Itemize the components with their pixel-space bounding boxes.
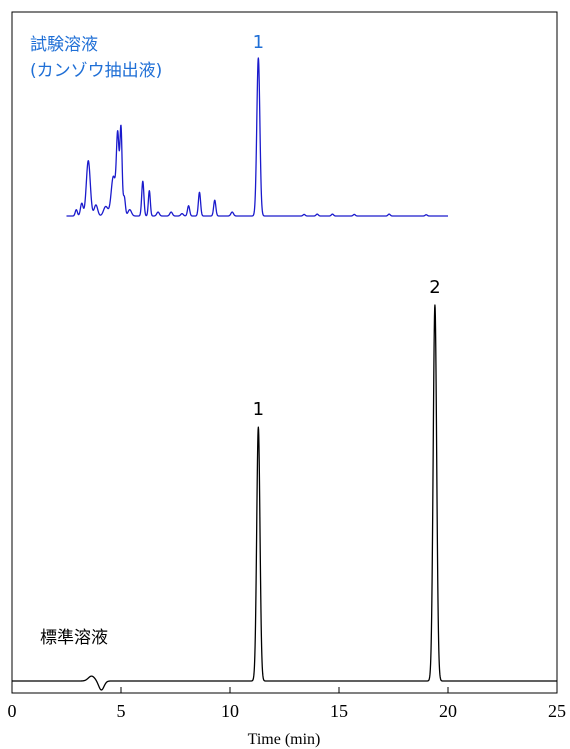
x-tick-label-0: 0 xyxy=(8,701,17,721)
x-tick-label-10: 10 xyxy=(221,701,239,721)
peak-label-2-2: 2 xyxy=(429,277,440,298)
series-label-1-line-1: 試験溶液 xyxy=(30,35,98,55)
x-tick-label-20: 20 xyxy=(439,701,457,721)
series-line-1 xyxy=(66,57,449,217)
series-layer xyxy=(11,57,558,691)
x-tick-label-15: 15 xyxy=(330,701,348,721)
series-label-1-line-2: (カンゾウ抽出液) xyxy=(30,61,162,81)
label-layer: 試験溶液 (カンゾウ抽出液) 1 標準溶液 1 2 xyxy=(30,32,441,648)
peak-label-1-1: 1 xyxy=(253,32,264,53)
peak-label-2-1: 1 xyxy=(253,399,264,420)
x-axis-label: Time (min) xyxy=(248,731,321,748)
x-tick-label-5: 5 xyxy=(117,701,126,721)
plot-frame xyxy=(11,11,558,694)
x-tick-label-25: 25 xyxy=(548,701,566,721)
series-label-2-line-1: 標準溶液 xyxy=(40,628,108,648)
x-axis: 0 5 10 15 20 25 xyxy=(8,687,566,721)
series-line-2 xyxy=(11,304,558,691)
